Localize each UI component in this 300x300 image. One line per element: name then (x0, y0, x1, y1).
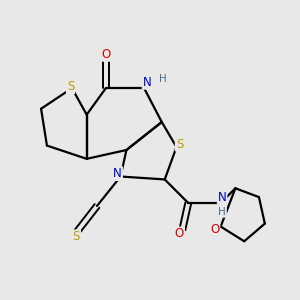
Text: N: N (218, 190, 226, 204)
Text: H: H (218, 207, 226, 217)
Text: S: S (73, 230, 80, 243)
Text: O: O (210, 223, 219, 236)
Text: H: H (159, 74, 167, 84)
Text: O: O (175, 227, 184, 240)
Text: N: N (113, 167, 122, 180)
Text: N: N (143, 76, 152, 89)
Text: S: S (67, 80, 74, 93)
Text: S: S (176, 138, 183, 151)
Text: O: O (101, 48, 110, 61)
